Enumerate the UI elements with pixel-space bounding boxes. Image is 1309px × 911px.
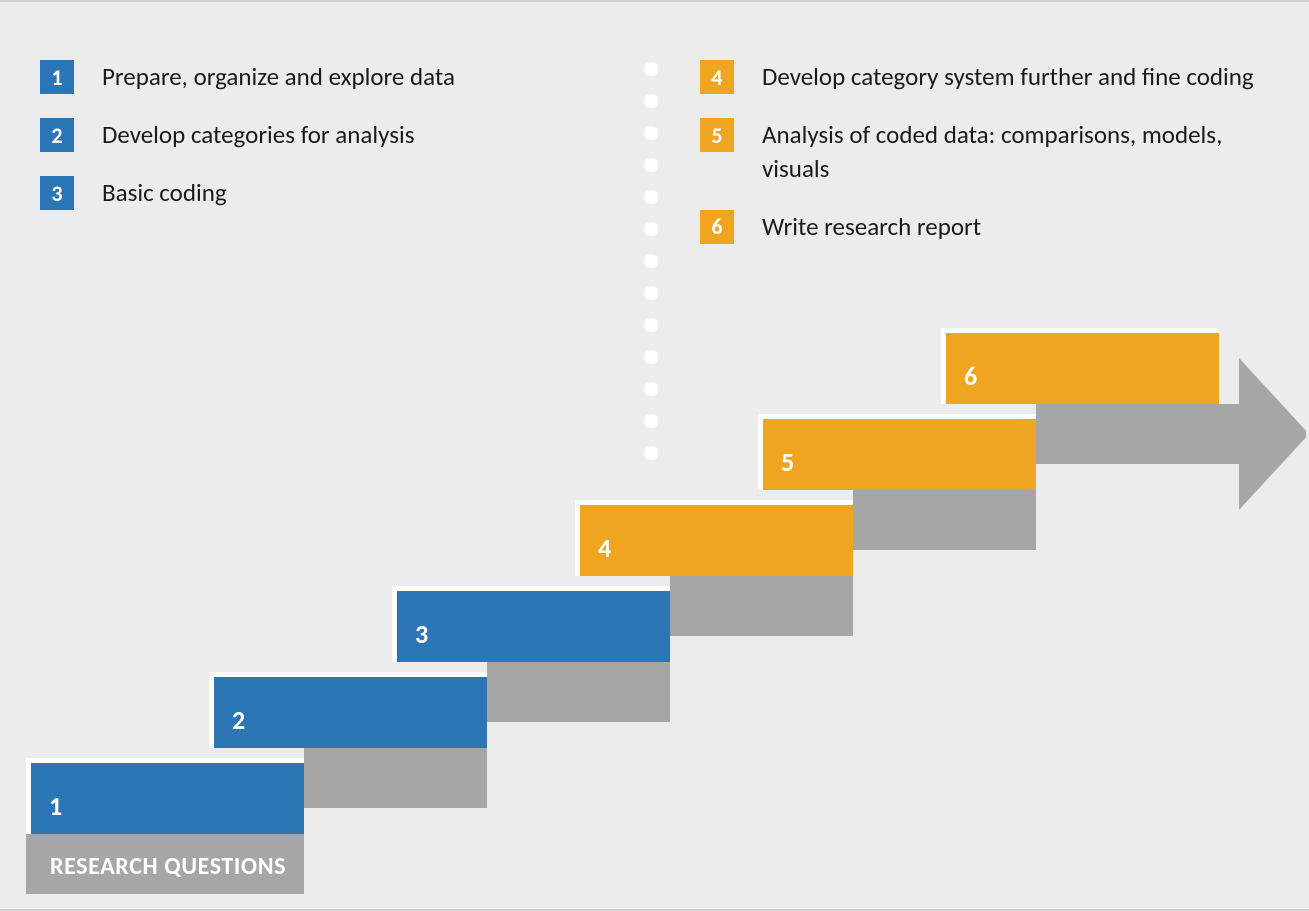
legend-badge: 5 [700, 118, 734, 152]
divider-dot [644, 94, 658, 108]
divider-dot [644, 158, 658, 172]
step-6: 6 [941, 328, 1219, 404]
legend-item: 5 Analysis of coded data: comparisons, mo… [700, 118, 1260, 186]
legend-item: 2 Develop categories for analysis [40, 118, 590, 152]
divider-dot [644, 254, 658, 268]
legend-text: Basic coding [102, 176, 227, 210]
legend-item: 1 Prepare, organize and explore data [40, 60, 590, 94]
step-5: 5 [758, 414, 1036, 490]
divider-dot [644, 62, 658, 76]
divider-dot [644, 286, 658, 300]
divider-dot [644, 190, 658, 204]
step-1: 1 [26, 758, 304, 834]
divider-dot [644, 318, 658, 332]
legend-badge: 2 [40, 118, 74, 152]
legend-text: Write research report [762, 210, 981, 244]
step-3: 3 [392, 586, 670, 662]
legend-right-column: 4 Develop category system further and fin… [700, 60, 1260, 244]
legend-item: 4 Develop category system further and fin… [700, 60, 1260, 94]
step-4: 4 [575, 500, 853, 576]
legend-item: 6 Write research report [700, 210, 1260, 244]
legend-badge: 4 [700, 60, 734, 94]
step-2: 2 [209, 672, 487, 748]
legend-badge: 6 [700, 210, 734, 244]
legend-text: Analysis of coded data: comparisons, mod… [762, 118, 1260, 186]
legend-left-column: 1 Prepare, organize and explore data 2 Deve… [40, 60, 590, 210]
legend-text: Prepare, organize and explore data [102, 60, 455, 94]
legend-text: Develop categories for analysis [102, 118, 415, 152]
legend-text: Develop category system further and fine… [762, 60, 1254, 94]
divider-dot [644, 222, 658, 236]
legend-badge: 1 [40, 60, 74, 94]
divider-dot [644, 126, 658, 140]
legend-badge: 3 [40, 176, 74, 210]
base-label: RESEARCH QUESTIONS [50, 852, 286, 881]
legend-item: 3 Basic coding [40, 176, 590, 210]
staircase-diagram: 123456 RESEARCH QUESTIONS [26, 342, 1286, 902]
